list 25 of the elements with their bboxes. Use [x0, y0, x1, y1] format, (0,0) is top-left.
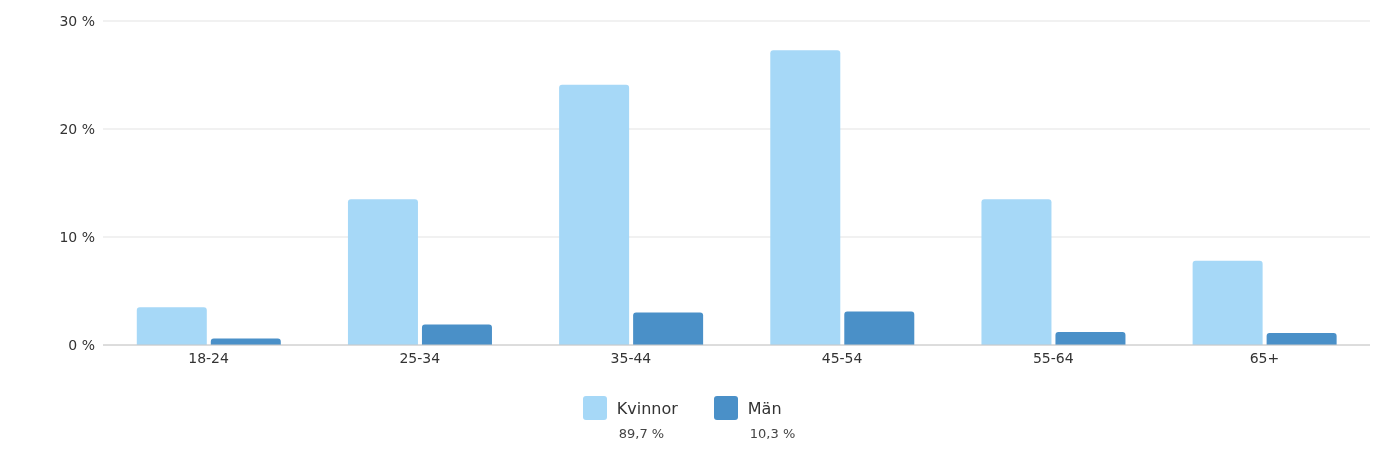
bar: [770, 50, 841, 345]
legend-label: Män: [747, 398, 782, 418]
bar: [347, 199, 418, 345]
text: 89,7 %: [618, 426, 665, 441]
x-tick-label: 65+: [1249, 349, 1280, 366]
x-tick-label: 25-34: [399, 349, 441, 366]
x-tick-label: 55-64: [1032, 349, 1074, 366]
y-tick-label: 0 %: [68, 336, 95, 353]
bar: [1192, 260, 1263, 345]
bar: [421, 324, 492, 345]
bar: [136, 307, 207, 345]
y-tick-label: 20 %: [59, 120, 95, 137]
y-tick-label: 30 %: [59, 12, 95, 29]
bar: [1055, 332, 1126, 345]
bar: [1266, 333, 1337, 345]
x-tick-label: 18-24: [188, 349, 230, 366]
bar: [633, 312, 704, 345]
bar: [559, 84, 630, 345]
x-tick-label: 45-54: [821, 349, 863, 366]
bar: [844, 311, 915, 345]
legend-label: Kvinnor: [616, 398, 678, 418]
y-tick-label: 10 %: [59, 228, 95, 245]
text: 10,3 %: [749, 426, 796, 441]
x-tick-label: 35-44: [610, 349, 652, 366]
bar: [981, 199, 1052, 345]
